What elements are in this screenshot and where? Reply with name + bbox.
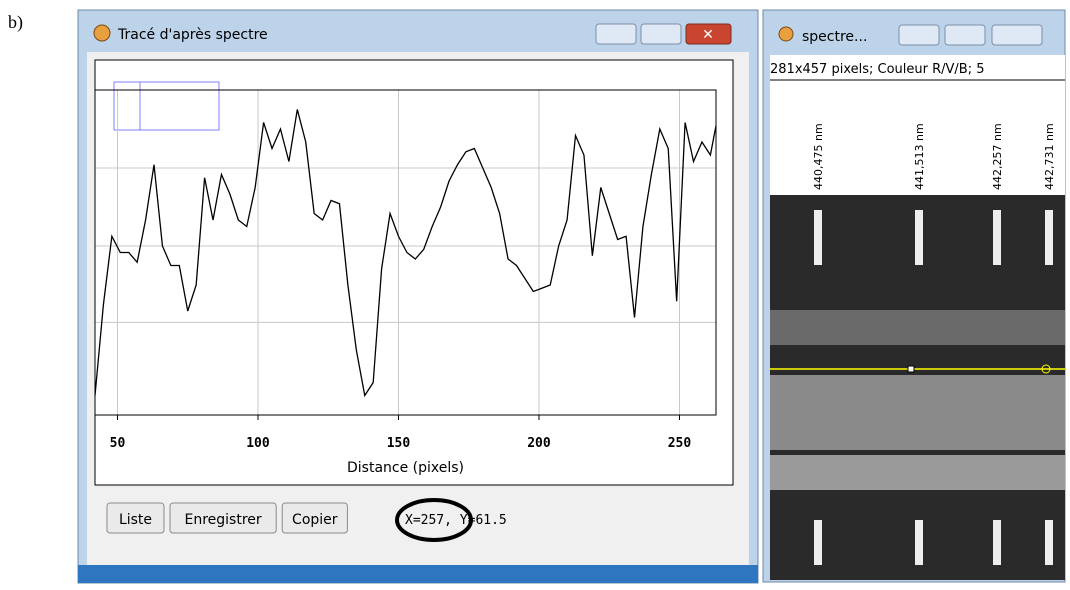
close-icon: ✕ (702, 27, 714, 43)
spectrum-band (770, 455, 1065, 490)
window-title: Tracé d'après spectre (117, 27, 268, 43)
app-icon (779, 27, 793, 41)
x-tick-label: 250 (668, 436, 692, 451)
close-button[interactable] (992, 25, 1042, 45)
maximize-button[interactable] (641, 24, 681, 44)
profile-handle (908, 366, 914, 372)
taskbar (78, 565, 758, 583)
wavelength-label: 442,257 nm (991, 123, 1004, 190)
app-icon (94, 25, 110, 41)
minimize-button[interactable] (899, 25, 939, 45)
x-tick-label: 200 (527, 436, 551, 451)
spectrum-line (1045, 210, 1053, 265)
image-info: 281x457 pixels; Couleur R/V/B; 5 (770, 62, 985, 77)
minimize-button[interactable] (596, 24, 636, 44)
spectrum-line (915, 210, 923, 265)
x-tick-label: 100 (246, 436, 270, 451)
spectrum-line (993, 210, 1001, 265)
spectrum-line (814, 520, 822, 565)
image-window-title: spectre... (802, 29, 867, 45)
x-tick-label: 150 (387, 436, 411, 451)
x-tick-label: 50 (110, 436, 126, 451)
button-label: Enregistrer (185, 512, 262, 528)
spectrum-band (770, 375, 1065, 450)
wavelength-label: 440,475 nm (812, 123, 825, 190)
button-label: Liste (119, 512, 152, 528)
spectrum-line (993, 520, 1001, 565)
plot-frame (95, 60, 733, 485)
page: b) Tracé d'après spectre ✕ 50 100 150 200 25… (0, 0, 1070, 590)
restore-button[interactable] (945, 25, 985, 45)
spectrum-line (915, 520, 923, 565)
wavelength-label: 441,513 nm (913, 123, 926, 190)
status-text: X=257, Y=61.5 (405, 513, 507, 528)
spectrum-line (1045, 520, 1053, 565)
x-axis-label: Distance (pixels) (347, 460, 464, 476)
button-label: Copier (292, 512, 338, 528)
spectrum-image (770, 195, 1065, 580)
wavelength-label: 442,731 nm (1043, 123, 1056, 190)
spectrum-band (770, 310, 1065, 345)
figure-label: b) (8, 12, 23, 33)
spectrum-line (814, 210, 822, 265)
